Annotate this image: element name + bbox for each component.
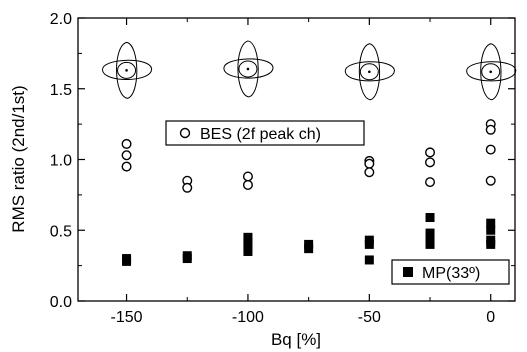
mp-data-point xyxy=(425,234,435,244)
data-points xyxy=(121,119,496,266)
bes-data-point xyxy=(242,179,253,190)
mp-data-point xyxy=(243,237,253,247)
x-tick-label: -100 xyxy=(232,309,264,326)
y-tick-label: 0.0 xyxy=(50,294,72,311)
mp-data-point xyxy=(182,254,192,264)
x-axis: -150 -100 -50 0 xyxy=(111,18,495,326)
flux-surface-inset xyxy=(344,43,395,101)
mp-data-point xyxy=(364,239,374,249)
flux-surface-inset xyxy=(102,41,153,99)
bes-data-point xyxy=(242,171,253,182)
plot-frame xyxy=(77,17,516,302)
x-tick-label: -50 xyxy=(358,309,381,326)
flux-surface-inset xyxy=(466,43,517,101)
legends: BES (2f peak ch) MP(33º) xyxy=(165,120,510,285)
bes-data-point xyxy=(425,157,436,168)
mp-data-point xyxy=(122,256,132,266)
horizontal-contour xyxy=(466,61,517,82)
inner-contour xyxy=(238,60,258,78)
inner-contour xyxy=(117,61,137,79)
mp-data-point xyxy=(486,239,496,249)
x-tick-label: -150 xyxy=(111,309,143,326)
axis-dot xyxy=(246,67,250,71)
axis-dot xyxy=(368,70,371,74)
mp-data-point xyxy=(364,255,374,265)
legend-marker-circle xyxy=(179,127,191,139)
mp-data-point xyxy=(486,218,496,228)
legend-label: MP(33º) xyxy=(422,265,480,282)
bes-data-point xyxy=(485,175,496,186)
y-tick-label: 2.0 xyxy=(50,11,72,28)
bes-data-point xyxy=(364,158,375,169)
mp-data-point xyxy=(425,239,435,249)
bes-data-point xyxy=(121,138,132,149)
vertical-contour xyxy=(116,41,138,99)
bes-data-point xyxy=(485,124,496,135)
bes-data-point xyxy=(425,177,436,188)
y-axis: 0.0 0.5 1.0 1.5 2.0 xyxy=(50,11,515,311)
x-tick-label: 0 xyxy=(486,309,495,326)
legend-box xyxy=(165,120,365,146)
vertical-contour xyxy=(237,40,259,98)
mp-data-point xyxy=(486,225,496,235)
bes-data-point xyxy=(364,167,375,178)
axis-dot xyxy=(125,69,128,72)
mp-data-point xyxy=(304,244,314,254)
bes-data-point xyxy=(121,150,132,161)
vertical-contour xyxy=(480,43,502,101)
y-axis-label: RMS ratio (2nd/1st) xyxy=(9,85,28,232)
mp-data-point xyxy=(243,246,253,256)
mp-data-point xyxy=(425,228,435,238)
bes-data-point xyxy=(425,147,436,158)
bes-data-point xyxy=(182,182,193,193)
axis-dot xyxy=(489,70,493,74)
legend-label: BES (2f peak ch) xyxy=(200,126,321,143)
flux-surface-inset xyxy=(223,40,274,98)
y-tick-label: 0.5 xyxy=(50,223,72,240)
horizontal-contour xyxy=(102,59,153,80)
y-tick-label: 1.5 xyxy=(50,82,72,99)
legend-bes: BES (2f peak ch) xyxy=(165,120,365,146)
bes-data-point xyxy=(121,161,132,172)
vertical-contour xyxy=(358,43,381,101)
bes-data-point xyxy=(485,144,496,155)
inner-contour xyxy=(481,63,501,81)
flux-surface-insets xyxy=(102,40,517,101)
x-axis-label: Bq [%] xyxy=(271,330,321,349)
mp-data-point xyxy=(425,213,435,223)
legend-mp: MP(33º) xyxy=(391,259,510,285)
legend-marker-square xyxy=(403,267,413,277)
inner-contour xyxy=(359,63,379,81)
horizontal-contour xyxy=(344,61,395,82)
y-tick-label: 1.0 xyxy=(50,153,72,170)
horizontal-contour xyxy=(223,58,274,79)
